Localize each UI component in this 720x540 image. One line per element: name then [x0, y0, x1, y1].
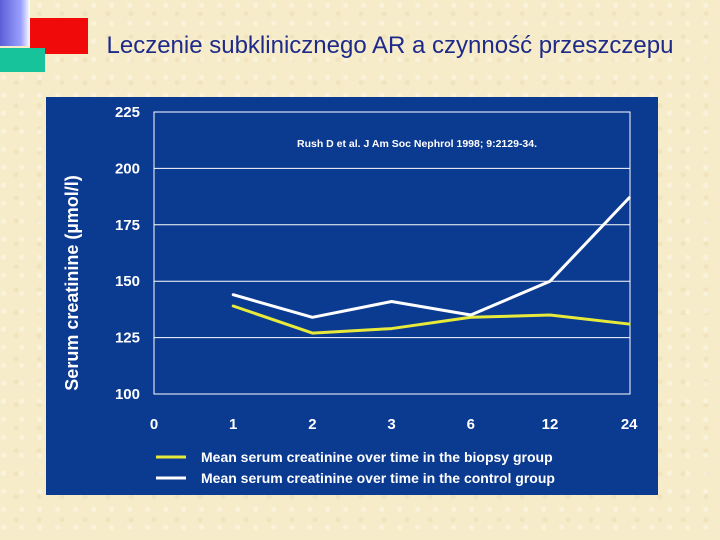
- x-tick-label: 6: [467, 416, 475, 433]
- y-tick-label: 200: [115, 160, 140, 177]
- decor-blue-bar: [0, 0, 30, 46]
- decor-teal-block: [0, 48, 45, 72]
- legend-label-2: Mean serum creatinine over time in the c…: [201, 470, 555, 486]
- y-tick-label: 150: [115, 273, 140, 290]
- y-tick-label: 125: [115, 330, 140, 347]
- series-line-2: [231, 196, 631, 319]
- grid-layer: [153, 111, 631, 395]
- x-tick-label: 2: [308, 416, 316, 433]
- citation-annotation: Rush D et al. J Am Soc Nephrol 1998; 9:2…: [297, 138, 537, 150]
- x-tick-label: 12: [542, 416, 559, 433]
- slide-title: Leczenie subklinicznego AR a czynność pr…: [106, 32, 674, 59]
- series-line-1: [231, 304, 631, 335]
- series-layer: [231, 196, 631, 335]
- plot-border: [153, 111, 631, 395]
- y-tick-label: 175: [115, 217, 140, 234]
- x-tick-label: 0: [150, 416, 158, 433]
- chart-panel: 100 125 150 175 200 225 0 1 2 3 6 12 24 Serum creati…: [46, 97, 658, 495]
- x-tick-label: 24: [621, 416, 638, 433]
- y-tick-label: 225: [115, 104, 140, 121]
- legend: Mean serum creatinine over time in the b…: [156, 449, 555, 486]
- y-axis-title: Serum creatinine (µmol/l): [62, 175, 82, 390]
- x-tick-label: 3: [387, 416, 395, 433]
- legend-label-1: Mean serum creatinine over time in the b…: [201, 449, 553, 465]
- y-tick-label: 100: [115, 386, 140, 403]
- x-tick-label: 1: [229, 416, 237, 433]
